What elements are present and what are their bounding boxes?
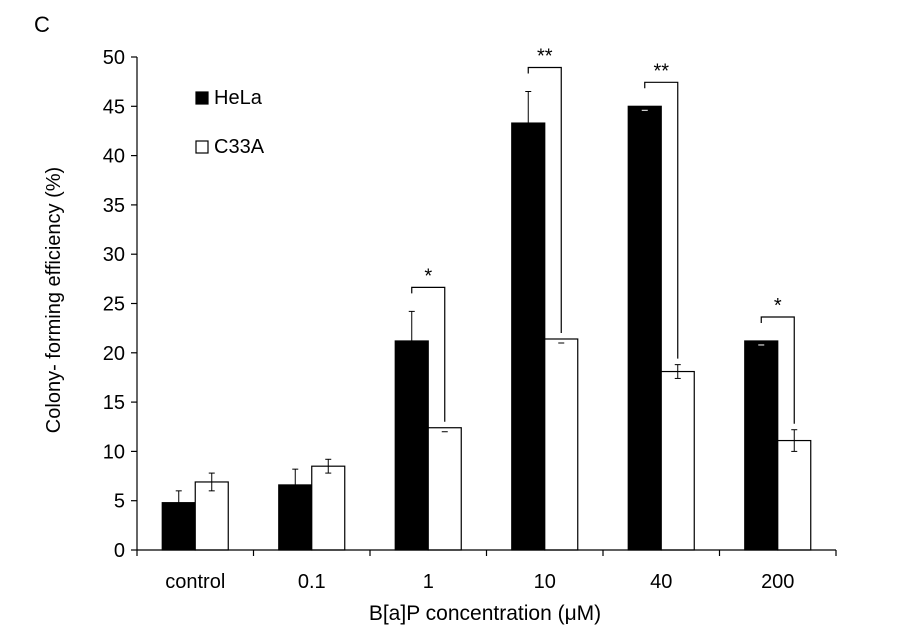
- y-tick-label-0: 0: [114, 540, 125, 562]
- x-tick-label-1: 1: [423, 571, 434, 593]
- significance-label-1: *: [424, 265, 432, 287]
- legend-swatch-hela: [195, 91, 209, 105]
- significance-label-10: **: [537, 46, 553, 68]
- y-tick-label-5: 5: [114, 491, 125, 513]
- y-tick-label-35: 35: [103, 195, 125, 217]
- significance-bracket-1: [411, 286, 446, 422]
- significance-bracket-10: [527, 66, 562, 333]
- x-tick-label-200: 200: [761, 571, 794, 593]
- bars-layer: [161, 105, 812, 551]
- significance-bracket-40: [644, 81, 679, 359]
- x-tick-label-control: control: [165, 571, 225, 593]
- y-tick-label-40: 40: [103, 146, 125, 168]
- bar-c33a-control: [194, 481, 229, 551]
- y-tick-label-50: 50: [103, 47, 125, 69]
- bar-c33a-1: [427, 427, 462, 551]
- significance-bracket-200: [760, 316, 795, 424]
- y-tick-label-10: 10: [103, 441, 125, 463]
- axes-layer: 0 5 10 15 20 25 30 35 40 45 50 control 0.1 1 10 40 200: [103, 47, 837, 593]
- bar-hela-40: [627, 105, 662, 551]
- x-axis-label: B[a]P concentration (μM): [369, 602, 601, 625]
- bar-hela-10: [511, 122, 546, 551]
- bar-hela-1: [394, 340, 429, 551]
- bar-c33a-0.1: [311, 465, 346, 551]
- y-tick-label-30: 30: [103, 244, 125, 266]
- x-tick-label-10: 10: [534, 571, 556, 593]
- significance-label-40: **: [653, 60, 669, 82]
- y-tick-label-20: 20: [103, 343, 125, 365]
- bar-c33a-40: [660, 370, 695, 551]
- bar-c33a-10: [544, 338, 579, 551]
- x-tick-label-0.1: 0.1: [298, 571, 326, 593]
- bar-hela-200: [744, 340, 779, 551]
- bar-c33a-200: [777, 439, 812, 551]
- x-tick-label-40: 40: [650, 571, 672, 593]
- legend-label-c33a: C33A: [214, 136, 265, 158]
- error-bars-layer: [175, 91, 798, 516]
- legend-swatch-c33a: [195, 140, 209, 154]
- y-axis-label: Colony- forming efficiency (%): [43, 167, 65, 433]
- y-tick-label-15: 15: [103, 392, 125, 414]
- significance-layer: ******: [411, 46, 795, 424]
- y-tick-label-25: 25: [103, 294, 125, 316]
- panel-label: C: [34, 12, 50, 37]
- legend-label-hela: HeLa: [214, 87, 263, 109]
- y-tick-label-45: 45: [103, 96, 125, 118]
- legend: HeLa C33A: [195, 87, 265, 158]
- significance-label-200: *: [774, 295, 782, 317]
